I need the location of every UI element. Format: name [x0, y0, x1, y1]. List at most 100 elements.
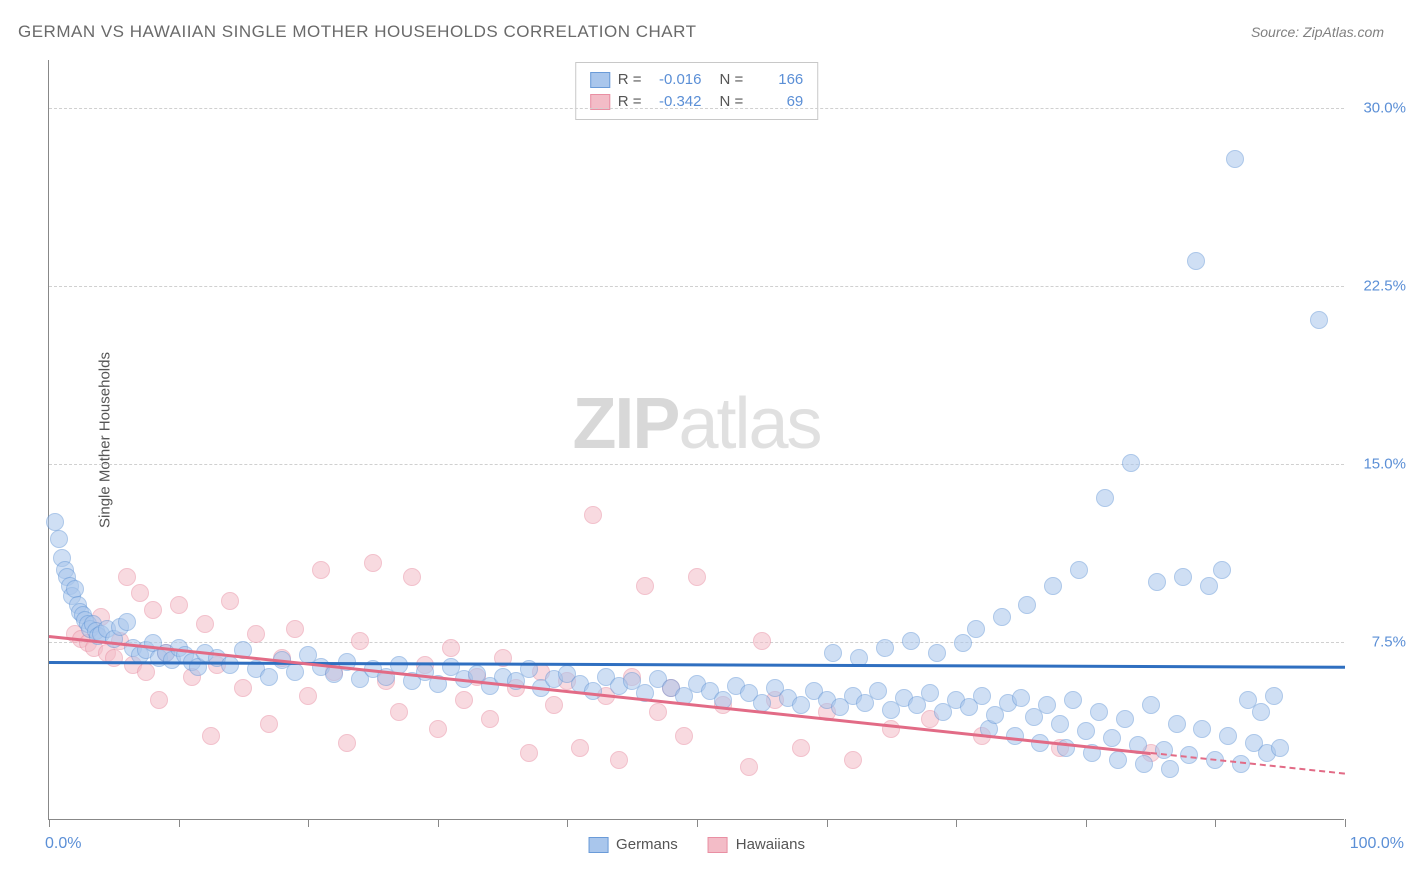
german-point	[1096, 489, 1114, 507]
legend-stat-row: R =-0.016N =166	[590, 69, 804, 91]
legend-item: Hawaiians	[708, 836, 805, 853]
german-point	[973, 687, 991, 705]
hawaiian-point	[144, 601, 162, 619]
gridline	[49, 108, 1344, 109]
hawaiian-trend-extrapolation	[1150, 752, 1345, 775]
hawaiian-point	[688, 568, 706, 586]
hawaiian-point	[882, 720, 900, 738]
german-point	[50, 530, 68, 548]
legend-swatch	[708, 837, 728, 853]
german-point	[1310, 311, 1328, 329]
x-tick	[1215, 819, 1216, 827]
german-point	[876, 639, 894, 657]
x-tick	[438, 819, 439, 827]
hawaiian-point	[299, 687, 317, 705]
german-point	[584, 682, 602, 700]
german-point	[1070, 561, 1088, 579]
x-tick	[697, 819, 698, 827]
legend-swatch	[590, 72, 610, 88]
german-point	[1090, 703, 1108, 721]
hawaiian-point	[234, 679, 252, 697]
hawaiian-point	[131, 584, 149, 602]
german-point	[928, 644, 946, 662]
german-point	[46, 513, 64, 531]
hawaiian-point	[118, 568, 136, 586]
r-label: R =	[618, 69, 642, 91]
x-tick	[1086, 819, 1087, 827]
german-point	[1187, 252, 1205, 270]
hawaiian-point	[137, 663, 155, 681]
german-point	[967, 620, 985, 638]
r-value: -0.342	[650, 91, 702, 113]
watermark: ZIPatlas	[572, 383, 820, 465]
german-point	[66, 580, 84, 598]
x-tick	[956, 819, 957, 827]
german-point	[1057, 739, 1075, 757]
hawaiian-point	[351, 632, 369, 650]
german-point	[1044, 577, 1062, 595]
german-point	[921, 684, 939, 702]
hawaiian-point	[260, 715, 278, 733]
legend-label: Germans	[616, 836, 678, 853]
german-point	[824, 644, 842, 662]
gridline	[49, 286, 1344, 287]
r-value: -0.016	[650, 69, 702, 91]
hawaiian-point	[520, 744, 538, 762]
hawaiian-point	[196, 615, 214, 633]
german-point	[1012, 689, 1030, 707]
german-point	[869, 682, 887, 700]
x-tick	[1345, 819, 1346, 827]
german-point	[753, 694, 771, 712]
y-tick-label: 30.0%	[1363, 99, 1406, 116]
german-point	[1116, 710, 1134, 728]
hawaiian-point	[150, 691, 168, 709]
german-point	[993, 608, 1011, 626]
x-tick	[827, 819, 828, 827]
hawaiian-point	[338, 734, 356, 752]
plot-area: ZIPatlas Single Mother Households R = -0.…	[48, 60, 1344, 820]
hawaiian-point	[481, 710, 499, 728]
german-point	[1174, 568, 1192, 586]
r-label: R =	[618, 91, 642, 113]
x-tick	[179, 819, 180, 827]
hawaiian-point	[403, 568, 421, 586]
hawaiian-point	[312, 561, 330, 579]
hawaiian-point	[455, 691, 473, 709]
n-label: N =	[720, 91, 744, 113]
hawaiian-point	[610, 751, 628, 769]
german-point	[1103, 729, 1121, 747]
german-point	[1155, 741, 1173, 759]
hawaiian-point	[390, 703, 408, 721]
german-point	[1161, 760, 1179, 778]
german-point	[1265, 687, 1283, 705]
legend-stat-row: R = -0.342 N = 69	[590, 91, 804, 113]
german-point	[1135, 755, 1153, 773]
hawaiian-point	[584, 506, 602, 524]
x-axis-min-label: 0.0%	[45, 835, 81, 853]
hawaiian-point	[170, 596, 188, 614]
german-point	[1219, 727, 1237, 745]
german-point	[1109, 751, 1127, 769]
german-point	[1006, 727, 1024, 745]
n-value: 69	[751, 91, 803, 113]
hawaiian-point	[740, 758, 758, 776]
legend-stats: R =-0.016N =166R =-0.342N =69	[575, 62, 819, 120]
hawaiian-point	[442, 639, 460, 657]
hawaiian-point	[792, 739, 810, 757]
german-point	[1064, 691, 1082, 709]
german-point	[954, 634, 972, 652]
source-label: Source: ZipAtlas.com	[1251, 24, 1384, 40]
german-point	[1271, 739, 1289, 757]
gridline	[49, 464, 1344, 465]
hawaiian-point	[675, 727, 693, 745]
german-point	[1193, 720, 1211, 738]
x-axis-max-label: 100.0%	[1350, 835, 1404, 853]
y-axis-title: Single Mother Households	[96, 352, 113, 528]
hawaiian-point	[571, 739, 589, 757]
hawaiian-point	[202, 727, 220, 745]
german-point	[1148, 573, 1166, 591]
german-point	[1213, 561, 1231, 579]
german-point	[792, 696, 810, 714]
german-point	[1077, 722, 1095, 740]
y-tick-label: 22.5%	[1363, 277, 1406, 294]
